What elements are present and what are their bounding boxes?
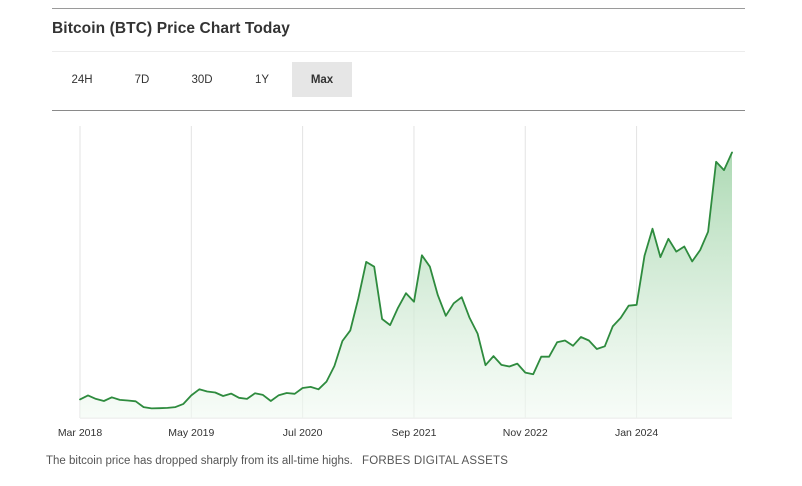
x-tick-label: Jul 2020 — [283, 427, 323, 439]
chart-title: Bitcoin (BTC) Price Chart Today — [52, 20, 290, 37]
tab-24h[interactable]: 24H — [52, 62, 112, 97]
title-divider — [52, 51, 745, 52]
x-tick-label: Mar 2018 — [58, 427, 103, 439]
range-tabs: 24H 7D 30D 1Y Max — [52, 62, 352, 97]
tab-30d[interactable]: 30D — [172, 62, 232, 97]
x-tick-label: May 2019 — [168, 427, 214, 439]
tab-max[interactable]: Max — [292, 62, 352, 97]
price-chart: Mar 2018 May 2019 Jul 2020 Sep 2021 Nov 2022… — [58, 126, 733, 439]
caption-text: The bitcoin price has dropped sharply fr… — [46, 455, 353, 467]
x-tick-label: Sep 2021 — [391, 427, 436, 439]
caption: The bitcoin price has dropped sharply fr… — [46, 455, 508, 467]
tabs-divider — [52, 110, 745, 111]
top-rule — [52, 8, 745, 9]
x-tick-label: Nov 2022 — [503, 427, 548, 439]
x-tick-label: Jan 2024 — [615, 427, 658, 439]
price-line — [79, 151, 733, 410]
tab-1y[interactable]: 1Y — [232, 62, 292, 97]
tab-7d[interactable]: 7D — [112, 62, 172, 97]
caption-credit: FORBES DIGITAL ASSETS — [362, 455, 509, 467]
price-area-fill — [80, 152, 732, 418]
